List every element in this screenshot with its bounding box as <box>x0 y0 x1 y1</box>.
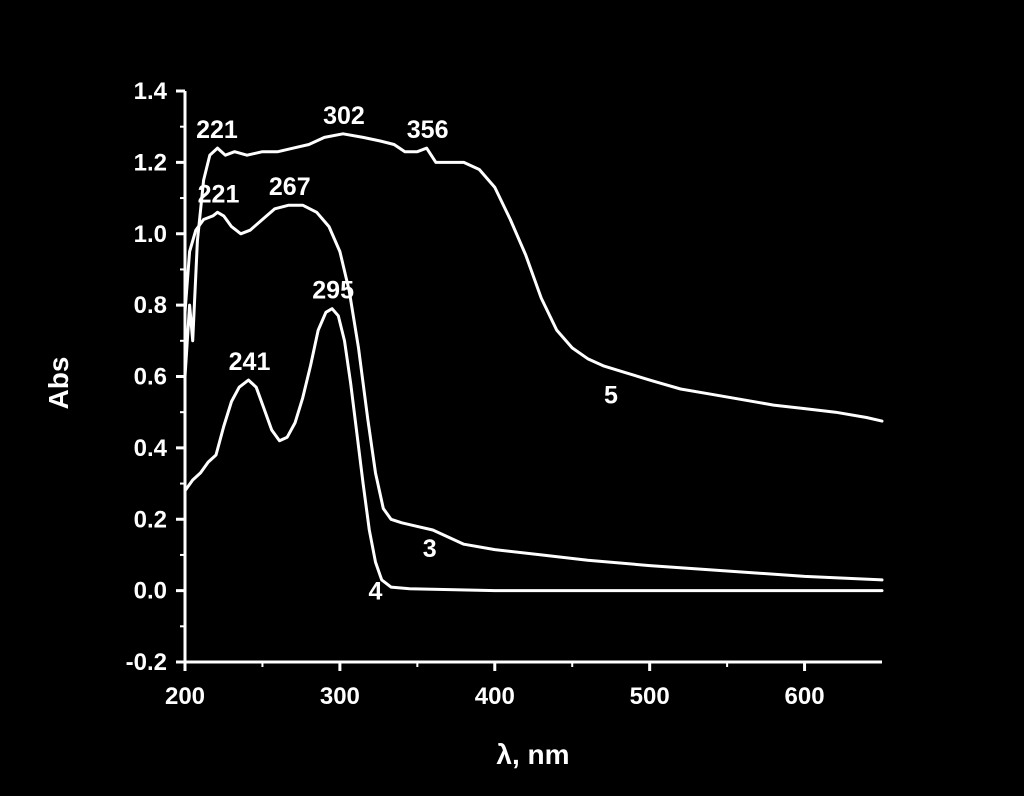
x-axis-title: λ, nm <box>496 739 569 770</box>
y-tick-label: -0.2 <box>126 649 167 676</box>
y-axis-title: Abs <box>43 357 74 410</box>
peak-label-302: 302 <box>323 102 365 130</box>
chart-ticks: -0.2 0.0 0.2 0.4 0.6 0.8 1.0 1.2 1.4 200 300 400 500… <box>126 78 825 710</box>
spectrum-curve-3 <box>183 203 884 582</box>
spectrum-curve-5 <box>183 132 884 423</box>
x-tick-label: 300 <box>320 683 360 710</box>
curve-label-3: 3 <box>423 535 437 563</box>
y-tick-label: 0.2 <box>134 506 167 533</box>
y-tick-label: 1.2 <box>134 149 167 176</box>
chart-labels: 221 302 356 221 267 295 241 5 3 4 <box>196 102 618 606</box>
curve-label-4: 4 <box>369 578 383 606</box>
y-tick-label: 0.6 <box>134 364 167 391</box>
y-tick-label: 0.0 <box>134 578 167 605</box>
y-tick-label: 0.4 <box>134 435 168 462</box>
y-tick-label: 1.0 <box>134 221 167 248</box>
chart-curves <box>183 132 884 593</box>
peak-label-295: 295 <box>312 277 354 305</box>
x-tick-label: 400 <box>475 683 515 710</box>
peak-label-241: 241 <box>229 348 271 376</box>
peak-label-356: 356 <box>407 116 449 144</box>
y-tick-label: 0.8 <box>134 292 167 319</box>
spectrum-curve-4 <box>183 307 884 593</box>
x-tick-label: 500 <box>630 683 670 710</box>
y-tick-label: 1.4 <box>134 78 168 105</box>
x-tick-label: 600 <box>785 683 825 710</box>
peak-label-221: 221 <box>196 116 238 144</box>
x-tick-label: 200 <box>165 683 205 710</box>
curve-label-5: 5 <box>604 381 618 409</box>
peak-label-267: 267 <box>269 173 311 201</box>
peak-label-221: 221 <box>198 180 240 208</box>
